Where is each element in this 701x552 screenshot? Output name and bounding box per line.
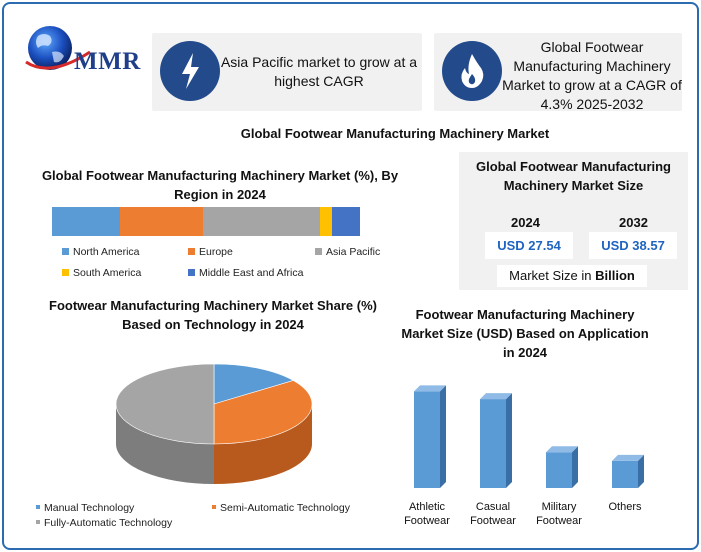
cagr-market-banner: Global Footwear Manufacturing Machinery … xyxy=(434,33,682,112)
app-bar-casual-footwear xyxy=(480,393,512,488)
pie-side-semi-automatic-technology xyxy=(214,404,312,484)
legend-mea: Middle East and Africa xyxy=(188,267,303,279)
application-chart-title: Footwear Manufacturing Machinery Market … xyxy=(401,307,649,360)
legend-asia-pacific: Asia Pacific xyxy=(315,246,380,258)
market-size-box: Global Footwear Manufacturing Machinery … xyxy=(459,152,688,290)
app-bar-others xyxy=(612,454,644,488)
value-2032: USD 38.57 xyxy=(589,232,677,259)
app-bar-military-footwear xyxy=(546,446,578,488)
pie-slice-fully-automatic-technology xyxy=(115,363,215,445)
region-segment-north-america xyxy=(52,207,120,236)
banner-text: Global Footwear Manufacturing Machinery … xyxy=(502,39,682,112)
app-bar-athletic-footwear xyxy=(414,385,446,488)
flame-icon xyxy=(442,41,502,101)
region-stacked-bar xyxy=(52,207,360,236)
technology-chart-title: Footwear Manufacturing Machinery Market … xyxy=(49,298,377,332)
lightning-icon xyxy=(160,41,220,101)
year-2024: 2024 xyxy=(511,215,540,230)
logo-text: MMR xyxy=(74,48,141,75)
x-tick-label: Casual Footwear xyxy=(470,501,516,527)
legend-north-america: North America xyxy=(62,246,140,258)
pie-slice-manual-technology xyxy=(213,363,295,405)
region-segment-asia-pacific xyxy=(202,207,320,236)
legend-semi-automatic: Semi-Automatic Technology xyxy=(212,502,350,514)
technology-pie-chart xyxy=(115,363,313,484)
region-segment-south-america xyxy=(319,207,333,236)
year-2032: 2032 xyxy=(619,215,648,230)
pie-slice-semi-automatic-technology xyxy=(213,380,313,445)
region-segment-europe xyxy=(119,207,203,236)
unit-label: Market Size in Billion xyxy=(497,265,647,287)
main-title: Global Footwear Manufacturing Machinery … xyxy=(240,126,550,141)
region-segment-middle-east-and-africa xyxy=(332,207,360,236)
value-2024: USD 27.54 xyxy=(485,232,573,259)
application-bar-chart xyxy=(414,385,644,488)
x-tick-label: Military Footwear xyxy=(536,501,582,527)
legend-south-america: South America xyxy=(62,267,141,279)
pie-side-fully-automatic-technology xyxy=(116,404,214,484)
region-chart-title: Global Footwear Manufacturing Machinery … xyxy=(41,168,399,202)
legend-manual: Manual Technology xyxy=(36,502,134,514)
x-tick-label: Athletic Footwear xyxy=(404,501,450,527)
banner-text: Asia Pacific market to grow at a highest… xyxy=(220,54,418,89)
legend-europe: Europe xyxy=(188,246,233,258)
x-tick-label: Others xyxy=(608,501,642,513)
cagr-region-banner: Asia Pacific market to grow at a highest… xyxy=(152,33,422,111)
legend-fully-automatic: Fully-Automatic Technology xyxy=(36,517,172,529)
market-size-title: Global Footwear Manufacturing Machinery … xyxy=(475,159,671,193)
mmr-logo xyxy=(20,22,148,82)
